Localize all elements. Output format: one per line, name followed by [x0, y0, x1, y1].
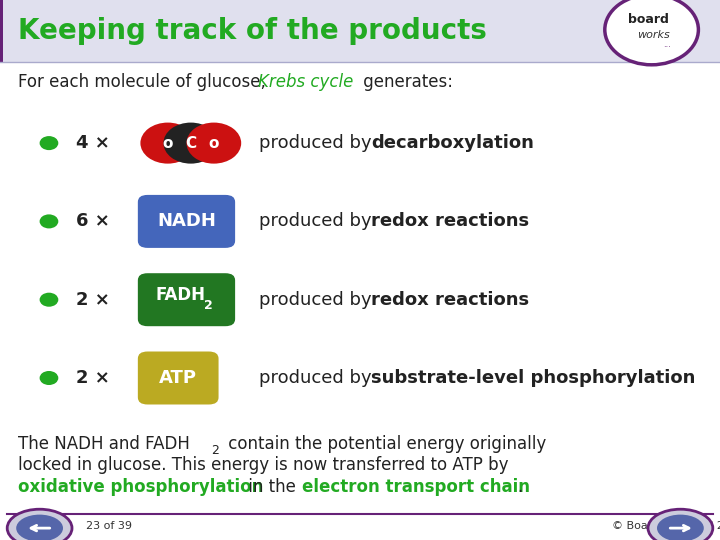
Text: ATP: ATP [159, 369, 197, 387]
Text: decarboxylation: decarboxylation [371, 134, 534, 152]
Text: 6 ×: 6 × [76, 212, 109, 231]
Text: in the: in the [243, 478, 301, 496]
Text: NADH: NADH [157, 212, 216, 231]
Text: locked in glucose. This energy is now transferred to ATP by: locked in glucose. This energy is now tr… [18, 456, 508, 475]
Text: produced by: produced by [259, 291, 377, 309]
Text: electron transport chain: electron transport chain [302, 478, 531, 496]
Text: 4 ×: 4 × [76, 134, 109, 152]
Text: 2: 2 [204, 299, 212, 312]
Text: 2: 2 [211, 444, 219, 457]
Circle shape [140, 123, 195, 164]
Text: o: o [163, 136, 173, 151]
Text: 23 of 39: 23 of 39 [86, 521, 132, 531]
FancyBboxPatch shape [137, 194, 236, 249]
Circle shape [186, 123, 241, 164]
Text: redox reactions: redox reactions [371, 291, 529, 309]
Text: Keeping track of the products: Keeping track of the products [18, 17, 487, 45]
FancyBboxPatch shape [0, 0, 3, 62]
Text: © Boardworks Ltd 2009: © Boardworks Ltd 2009 [612, 521, 720, 531]
Text: 2 ×: 2 × [76, 291, 109, 309]
Circle shape [40, 136, 58, 150]
FancyBboxPatch shape [137, 272, 236, 327]
Text: substrate-level phosphorylation: substrate-level phosphorylation [371, 369, 696, 387]
Circle shape [163, 123, 218, 164]
Text: redox reactions: redox reactions [371, 212, 529, 231]
Text: 2 ×: 2 × [76, 369, 109, 387]
Text: o: o [209, 136, 219, 151]
Text: oxidative phosphorylation: oxidative phosphorylation [18, 478, 264, 496]
Circle shape [40, 371, 58, 385]
FancyBboxPatch shape [0, 0, 720, 62]
Text: For each molecule of glucose,: For each molecule of glucose, [18, 73, 271, 91]
Text: produced by: produced by [259, 212, 377, 231]
Text: .: . [517, 478, 522, 496]
Circle shape [40, 293, 58, 307]
Ellipse shape [16, 515, 63, 540]
Text: produced by: produced by [259, 369, 377, 387]
Circle shape [605, 0, 698, 65]
Circle shape [40, 214, 58, 228]
Text: works: works [636, 30, 670, 40]
Ellipse shape [657, 515, 703, 540]
Text: generates:: generates: [358, 73, 453, 91]
Text: Krebs cycle: Krebs cycle [258, 73, 353, 91]
FancyBboxPatch shape [137, 350, 220, 406]
Text: board: board [628, 14, 668, 26]
Text: The NADH and FADH: The NADH and FADH [18, 435, 190, 453]
Ellipse shape [7, 509, 72, 540]
Text: produced by: produced by [259, 134, 377, 152]
Text: contain the potential energy originally: contain the potential energy originally [223, 435, 546, 453]
Ellipse shape [648, 509, 713, 540]
Text: FADH: FADH [156, 286, 206, 305]
Text: C: C [185, 136, 197, 151]
Text: ...: ... [664, 40, 671, 49]
